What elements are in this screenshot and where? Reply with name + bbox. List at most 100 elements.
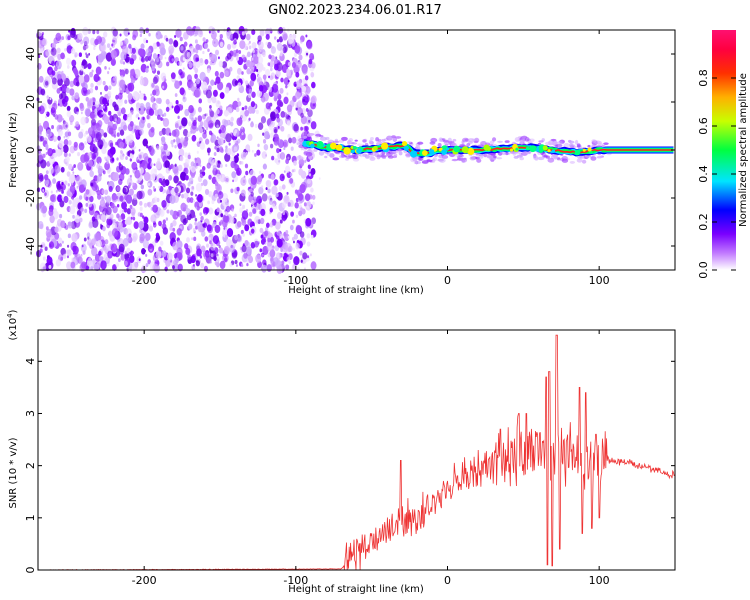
noise-blob <box>202 37 206 42</box>
noise-blob <box>137 117 140 120</box>
noise-blob <box>110 202 115 209</box>
noise-blob <box>223 119 229 127</box>
noise-blob <box>143 202 148 208</box>
noise-blob <box>186 237 190 243</box>
noise-blob <box>76 111 79 115</box>
noise-blob <box>130 77 136 84</box>
noise-blob <box>207 150 210 154</box>
noise-blob <box>38 47 44 54</box>
noise-blob <box>262 51 266 58</box>
noise-blob <box>171 105 174 109</box>
noise-blob <box>239 131 246 141</box>
line-halo <box>441 155 449 159</box>
noise-blob <box>139 92 144 100</box>
noise-blob <box>144 232 151 241</box>
noise-blob <box>115 141 118 146</box>
noise-blob <box>236 186 240 192</box>
noise-blob <box>161 127 167 136</box>
noise-blob <box>260 234 264 239</box>
line-halo <box>376 154 381 160</box>
noise-blob <box>297 99 303 108</box>
noise-blob <box>201 166 206 172</box>
noise-blob <box>224 234 229 240</box>
noise-blob <box>93 46 96 51</box>
noise-blob <box>51 102 58 111</box>
noise-blob <box>85 202 89 207</box>
noise-blob <box>224 86 230 94</box>
noise-blob <box>110 243 118 253</box>
noise-blob <box>202 131 207 139</box>
noise-blob <box>53 103 56 107</box>
noise-blob <box>247 92 252 99</box>
noise-blob <box>259 217 265 225</box>
noise-blob <box>85 52 88 56</box>
noise-blob <box>75 121 80 127</box>
line-halo <box>431 158 436 163</box>
noise-blob <box>301 96 309 106</box>
noise-blob <box>165 167 171 174</box>
noise-blob <box>75 81 80 87</box>
noise-blob <box>92 29 96 35</box>
carrier-speckle <box>453 145 460 153</box>
noise-blob <box>69 205 76 215</box>
noise-blob <box>169 194 176 204</box>
noise-blob <box>84 208 88 214</box>
noise-blob <box>238 49 242 55</box>
noise-blob <box>175 99 179 105</box>
noise-blob <box>100 260 107 270</box>
x-tick-label: 0 <box>444 574 451 587</box>
noise-blob <box>128 112 132 118</box>
noise-blob <box>251 121 254 125</box>
noise-blob <box>76 185 79 189</box>
noise-blob <box>134 146 137 149</box>
noise-blob <box>101 146 107 155</box>
noise-blob <box>310 121 317 130</box>
noise-blob <box>207 120 214 129</box>
noise-blob <box>230 116 234 122</box>
noise-blob <box>251 200 255 205</box>
y-tick-label: -40 <box>24 237 37 255</box>
noise-blob <box>275 69 281 78</box>
noise-blob <box>195 77 201 85</box>
noise-blob <box>306 233 311 239</box>
noise-blob <box>288 137 293 144</box>
colorbar-tick-label: 0.0 <box>697 261 710 279</box>
noise-blob <box>67 131 72 137</box>
noise-blob <box>287 235 290 239</box>
noise-blob <box>161 81 168 91</box>
noise-blob <box>233 146 238 152</box>
noise-blob <box>106 155 111 161</box>
noise-blob <box>48 209 54 217</box>
noise-blob <box>240 176 247 186</box>
line-halo <box>351 141 355 145</box>
noise-blob <box>273 179 278 186</box>
noise-blob <box>215 76 221 84</box>
noise-blob <box>158 177 163 184</box>
noise-blob <box>224 70 229 77</box>
noise-blob <box>232 179 234 183</box>
noise-blob <box>262 67 266 72</box>
noise-blob <box>51 77 57 85</box>
noise-blob <box>100 256 104 262</box>
noise-blob <box>72 245 79 255</box>
noise-blob <box>131 149 135 155</box>
noise-blob <box>183 41 188 47</box>
line-halo <box>469 156 476 161</box>
noise-blob <box>132 216 136 221</box>
noise-blob <box>192 199 195 203</box>
noise-blob <box>103 141 108 149</box>
noise-blob <box>186 51 191 58</box>
noise-blob <box>194 201 200 209</box>
noise-blob <box>235 154 238 160</box>
noise-blob <box>106 217 112 226</box>
noise-blob <box>42 189 45 192</box>
noise-blob <box>132 29 139 38</box>
noise-blob <box>142 215 145 219</box>
noise-blob <box>152 89 157 96</box>
noise-blob <box>70 27 76 36</box>
noise-blob <box>305 34 308 38</box>
noise-blob <box>244 163 249 169</box>
noise-blob <box>55 259 61 267</box>
line-halo <box>392 155 398 159</box>
noise-blob <box>46 95 50 100</box>
